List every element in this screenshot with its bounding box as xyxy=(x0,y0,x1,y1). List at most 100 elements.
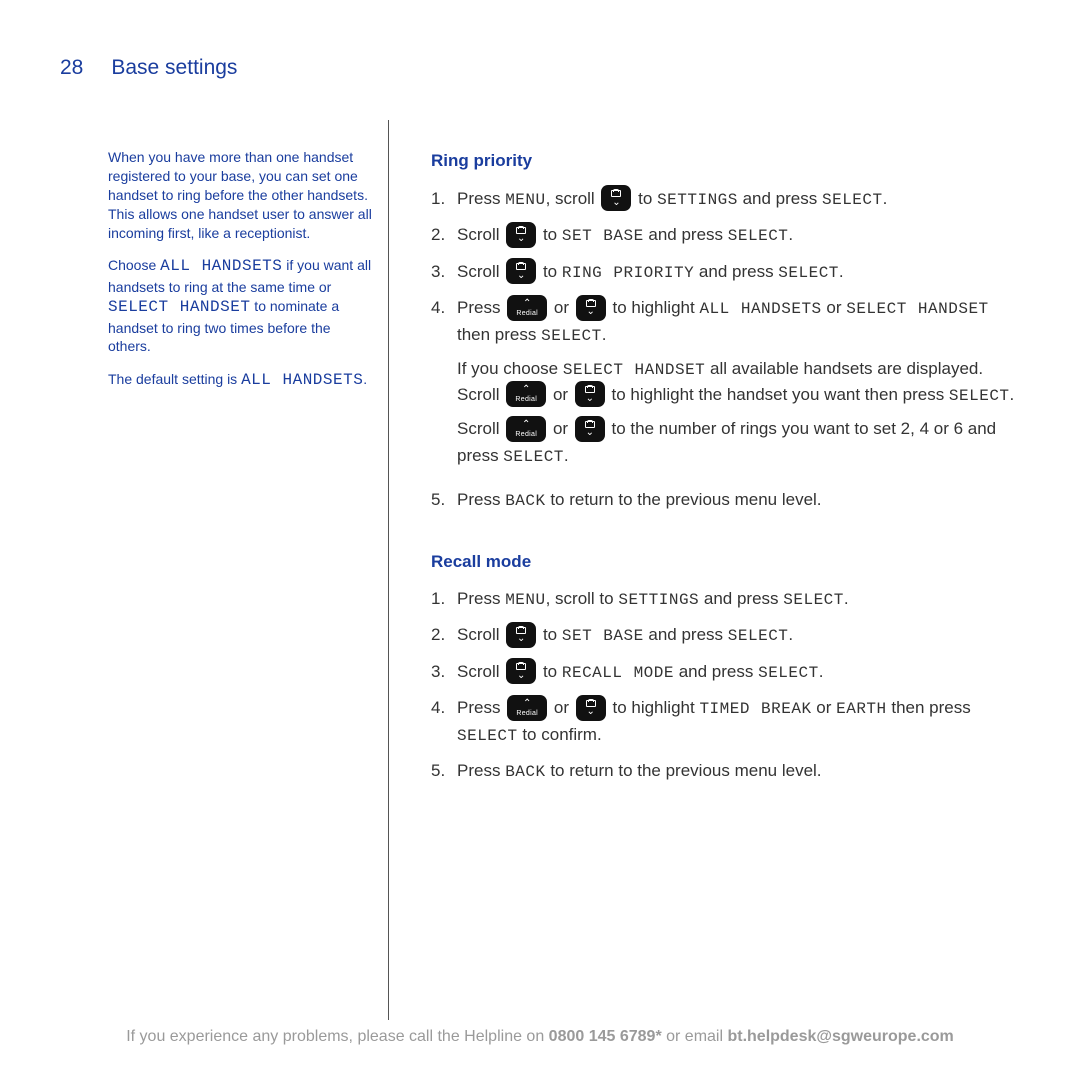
body-text: . xyxy=(564,446,569,465)
body-text: Scroll xyxy=(457,625,504,644)
lcd-text: SELECT xyxy=(949,387,1010,405)
step-line: Press MENU, scroll ⌄ to SETTINGS and pre… xyxy=(457,186,1020,213)
page-title: Base settings xyxy=(111,56,237,80)
phonebook-icon xyxy=(611,190,621,197)
lcd-text: EARTH xyxy=(836,700,887,718)
step-body: Scroll ⌄ to RECALL MODE and press SELECT… xyxy=(457,659,1020,686)
lcd-text: ALL HANDSETS xyxy=(241,371,363,389)
chevron-up-icon: ⌃ xyxy=(523,699,531,709)
body-text: to highlight xyxy=(608,298,700,317)
chevron-up-icon: ⌃ xyxy=(523,299,531,309)
phonebook-icon xyxy=(516,227,526,234)
lcd-text: SELECT xyxy=(783,591,844,609)
phonebook-icon xyxy=(516,627,526,634)
body-text: . xyxy=(788,625,793,644)
step-body: Press ⌃Redial or ⌄ to highlight ALL HAND… xyxy=(457,295,1020,477)
lcd-text: RECALL MODE xyxy=(562,664,674,682)
page-number: 28 xyxy=(60,56,83,80)
footer: If you experience any problems, please c… xyxy=(0,1028,1080,1046)
body-text: , scroll xyxy=(546,189,600,208)
body-text: to xyxy=(538,625,562,644)
step-item: 3.Scroll ⌄ to RECALL MODE and press SELE… xyxy=(431,659,1020,686)
chevron-down-icon: ⌄ xyxy=(586,428,594,438)
scroll-button-icon: ⌄ xyxy=(576,295,606,321)
body-text: Scroll xyxy=(457,262,504,281)
body-text: Scroll xyxy=(457,419,504,438)
step-subline: If you choose SELECT HANDSET all availab… xyxy=(457,356,1020,409)
step-number: 5. xyxy=(431,487,457,513)
scroll-button-icon: ⌄ xyxy=(506,658,536,684)
lcd-text: SET BASE xyxy=(562,627,644,645)
body-text: to return to the previous menu level. xyxy=(546,761,822,780)
chevron-down-icon: ⌄ xyxy=(517,271,525,281)
body-text: If you choose xyxy=(457,359,563,378)
lcd-text: RING PRIORITY xyxy=(562,264,694,282)
chevron-down-icon: ⌄ xyxy=(587,707,595,717)
step-body: Scroll ⌄ to SET BASE and press SELECT. xyxy=(457,622,1020,649)
body-text: Press xyxy=(457,298,505,317)
body-text: and press xyxy=(738,189,822,208)
step-line: Scroll ⌄ to RECALL MODE and press SELECT… xyxy=(457,659,1020,686)
steps-list: 1.Press MENU, scroll to SETTINGS and pre… xyxy=(431,586,1020,784)
chevron-down-icon: ⌄ xyxy=(612,198,620,208)
lcd-text: ALL HANDSETS xyxy=(699,300,821,318)
body-text: . xyxy=(839,262,844,281)
step-body: Press BACK to return to the previous men… xyxy=(457,487,1020,513)
chevron-down-icon: ⌄ xyxy=(586,394,594,404)
step-body: Press MENU, scroll ⌄ to SETTINGS and pre… xyxy=(457,186,1020,213)
step-item: 4.Press ⌃Redial or ⌄ to highlight TIMED … xyxy=(431,695,1020,748)
body-text: to xyxy=(538,262,562,281)
lcd-text: SET BASE xyxy=(562,227,644,245)
body-text: Press xyxy=(457,761,505,780)
body-text: to return to the previous menu level. xyxy=(546,490,822,509)
footer-email: bt.helpdesk@sgweurope.com xyxy=(727,1028,953,1045)
step-item: 2.Scroll ⌄ to SET BASE and press SELECT. xyxy=(431,622,1020,649)
redial-button-icon: ⌃Redial xyxy=(507,695,547,721)
steps-list: 1.Press MENU, scroll ⌄ to SETTINGS and p… xyxy=(431,186,1020,513)
step-number: 1. xyxy=(431,586,457,612)
lcd-text: TIMED BREAK xyxy=(699,700,811,718)
body-text: Scroll xyxy=(457,662,504,681)
step-number: 3. xyxy=(431,659,457,685)
phonebook-icon xyxy=(586,700,596,707)
step-number: 2. xyxy=(431,222,457,248)
phonebook-icon xyxy=(516,663,526,670)
body-text: . xyxy=(788,225,793,244)
lcd-text: SELECT xyxy=(778,264,839,282)
redial-button-icon: ⌃Redial xyxy=(506,381,546,407)
lcd-text: SELECT xyxy=(541,327,602,345)
body-text: to xyxy=(538,225,562,244)
body-text: Press xyxy=(457,589,505,608)
step-number: 1. xyxy=(431,186,457,212)
lcd-text: SELECT HANDSET xyxy=(846,300,988,318)
step-number: 3. xyxy=(431,259,457,285)
phonebook-icon xyxy=(585,386,595,393)
step-item: 5.Press BACK to return to the previous m… xyxy=(431,758,1020,784)
step-line: Scroll ⌄ to RING PRIORITY and press SELE… xyxy=(457,259,1020,286)
phonebook-icon xyxy=(585,421,595,428)
body-text: or xyxy=(549,298,574,317)
step-item: 5.Press BACK to return to the previous m… xyxy=(431,487,1020,513)
page-header: 28 Base settings xyxy=(60,56,237,80)
step-line: Press ⌃Redial or ⌄ to highlight TIMED BR… xyxy=(457,695,1020,748)
step-number: 2. xyxy=(431,622,457,648)
step-item: 4.Press ⌃Redial or ⌄ to highlight ALL HA… xyxy=(431,295,1020,477)
sidebar: When you have more than one handset regi… xyxy=(108,120,388,1020)
body-text: or xyxy=(812,698,837,717)
lcd-text: SELECT xyxy=(457,727,518,745)
body-text: and press xyxy=(699,589,783,608)
content-wrap: When you have more than one handset regi… xyxy=(108,120,1020,1020)
body-text: and press xyxy=(644,625,728,644)
body-text: to xyxy=(633,189,657,208)
redial-button-icon: ⌃Redial xyxy=(506,416,546,442)
body-text: and press xyxy=(644,225,728,244)
step-line: Press ⌃Redial or ⌄ to highlight ALL HAND… xyxy=(457,295,1020,348)
redial-button-icon: ⌃Redial xyxy=(507,295,547,321)
sidebar-text: Choose xyxy=(108,257,160,273)
main-content: Ring priority1.Press MENU, scroll ⌄ to S… xyxy=(389,120,1020,1020)
body-text: Press xyxy=(457,490,505,509)
scroll-button-icon: ⌄ xyxy=(575,381,605,407)
lcd-text: MENU xyxy=(505,591,545,609)
sidebar-para-1: When you have more than one handset regi… xyxy=(108,148,374,242)
step-number: 4. xyxy=(431,695,457,721)
